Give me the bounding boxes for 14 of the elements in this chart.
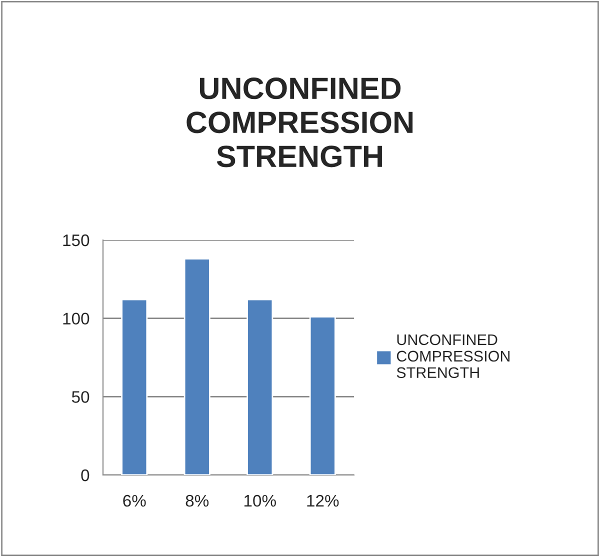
y-tick-label: 0 (81, 469, 90, 482)
x-tick-label: 12% (307, 494, 339, 507)
bar (309, 316, 336, 475)
y-tick-label: 50 (72, 391, 90, 403)
y-tick-label: 150 (63, 234, 90, 246)
x-tick-label: 8% (186, 494, 209, 507)
bar (184, 258, 210, 475)
bar (246, 298, 274, 475)
y-tick-label: 100 (63, 312, 90, 325)
legend-label: UNCONFINED COMPRESSION STRENGTH (396, 334, 510, 378)
x-tick-label: 6% (123, 494, 146, 507)
bar (121, 298, 148, 475)
x-tick-label: 10% (244, 494, 276, 507)
chart-title: UNCONFINED COMPRESSION STRENGTH (186, 78, 413, 168)
